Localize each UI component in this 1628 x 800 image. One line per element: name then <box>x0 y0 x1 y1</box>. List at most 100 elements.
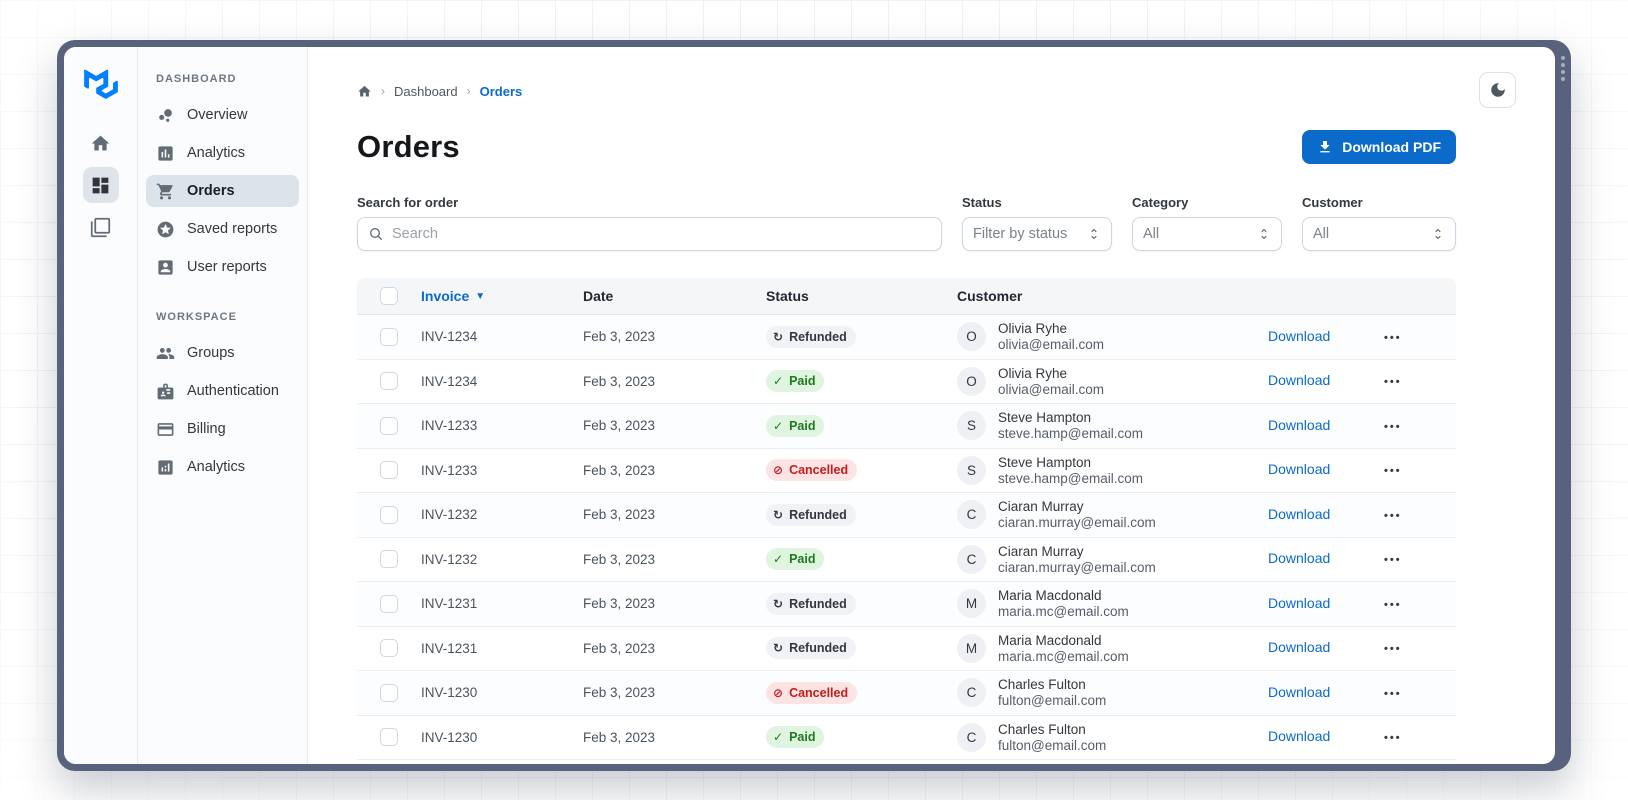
app-window: DASHBOARD Overview Analytics Orders Save… <box>57 40 1571 771</box>
sidebar-item-user-reports[interactable]: User reports <box>146 251 299 283</box>
main-content: › Dashboard › Orders Orders Download PDF <box>308 47 1555 764</box>
rail-home-button[interactable] <box>83 125 119 161</box>
row-more-button[interactable]: ••• <box>1384 687 1402 700</box>
status-icon: ✓ <box>773 730 784 745</box>
row-checkbox[interactable] <box>380 639 398 658</box>
invoice-cell: INV-1231 <box>421 640 478 656</box>
table-row: INV-1231 Feb 3, 2023 ↻ Refunded M Maria … <box>357 626 1456 671</box>
column-header-invoice[interactable]: Invoice ▼ <box>421 288 486 304</box>
column-header-customer: Customer <box>957 288 1023 304</box>
row-checkbox[interactable] <box>380 728 398 747</box>
download-icon <box>1320 141 1330 153</box>
row-checkbox[interactable] <box>380 505 398 524</box>
row-download-link[interactable]: Download <box>1268 594 1331 611</box>
status-icon: ✓ <box>773 374 784 389</box>
customer-email: maria.mc@email.com <box>998 604 1129 620</box>
row-download-link[interactable]: Download <box>1268 639 1331 656</box>
sidebar-item-orders[interactable]: Orders <box>146 175 299 207</box>
customer-cell: C Ciaran Murray ciaran.murray@email.com <box>957 499 1268 530</box>
row-more-button[interactable]: ••• <box>1384 376 1402 389</box>
row-checkbox[interactable] <box>380 683 398 702</box>
customer-cell: M Maria Macdonald maria.mc@email.com <box>957 633 1268 664</box>
color-scheme-toggle-button[interactable] <box>1479 72 1516 108</box>
row-more-button[interactable]: ••• <box>1384 732 1402 745</box>
rail-dashboard-button[interactable] <box>82 167 119 203</box>
customer-cell: C Charles Fulton fulton@email.com <box>957 677 1268 708</box>
avatar: S <box>957 411 986 441</box>
row-download-link[interactable]: Download <box>1268 372 1331 389</box>
row-checkbox[interactable] <box>380 327 398 346</box>
customer-email: steve.hamp@email.com <box>998 470 1144 486</box>
mui-logo-icon <box>83 69 118 99</box>
status-filter-select[interactable]: Filter by status <box>962 217 1112 251</box>
avatar: C <box>957 544 986 574</box>
sidebar-item-label: Billing <box>187 421 226 437</box>
customer-cell: M Maria Macdonald maria.mc@email.com <box>957 588 1268 619</box>
sidebar-item-analytics-workspace[interactable]: Analytics <box>146 451 299 483</box>
row-download-link[interactable]: Download <box>1268 505 1331 522</box>
avatar: O <box>957 366 986 396</box>
search-input[interactable] <box>392 226 931 242</box>
customer-filter-select[interactable]: All <box>1302 217 1456 251</box>
table-row: INV-1234 Feb 3, 2023 ✓ Paid O Olivia Ryh… <box>357 359 1456 404</box>
customer-name: Maria Macdonald <box>998 588 1102 604</box>
filter-bar: Search for order Status Filter by status <box>357 195 1456 251</box>
row-download-link[interactable]: Download <box>1268 683 1331 700</box>
invoice-cell: INV-1232 <box>421 551 478 567</box>
sidebar-item-saved-reports[interactable]: Saved reports <box>146 213 299 245</box>
download-pdf-button[interactable]: Download PDF <box>1302 130 1456 164</box>
unfold-more-icon <box>1261 228 1267 240</box>
row-download-link[interactable]: Download <box>1268 416 1331 433</box>
status-icon: ✓ <box>773 552 784 567</box>
row-more-button[interactable]: ••• <box>1384 465 1402 478</box>
row-checkbox[interactable] <box>380 550 398 569</box>
row-download-link[interactable]: Download <box>1268 550 1331 567</box>
row-download-link[interactable]: Download <box>1268 327 1331 344</box>
date-cell: Feb 3, 2023 <box>583 373 656 389</box>
search-label: Search for order <box>357 195 459 210</box>
sidebar-item-label: Authentication <box>187 383 279 399</box>
breadcrumb-dashboard[interactable]: Dashboard <box>394 83 458 99</box>
invoice-cell: INV-1234 <box>421 373 478 389</box>
breadcrumb-home-icon[interactable] <box>357 84 372 99</box>
row-more-button[interactable]: ••• <box>1384 598 1402 611</box>
sidebar-item-overview[interactable]: Overview <box>146 99 299 131</box>
customer-email: fulton@email.com <box>998 737 1107 753</box>
search-icon <box>370 228 383 241</box>
date-cell: Feb 3, 2023 <box>583 596 656 612</box>
invoice-cell: INV-1230 <box>421 685 478 701</box>
select-all-checkbox[interactable] <box>380 287 398 305</box>
search-box <box>357 217 942 251</box>
row-download-link[interactable]: Download <box>1268 461 1331 478</box>
sidebar-item-analytics[interactable]: Analytics <box>146 137 299 169</box>
row-more-button[interactable]: ••• <box>1384 420 1402 433</box>
row-download-link[interactable]: Download <box>1268 728 1331 745</box>
table-row: INV-1230 Feb 3, 2023 ✓ Paid C Charles Fu… <box>357 715 1456 760</box>
row-more-button[interactable]: ••• <box>1384 509 1402 522</box>
layers-icon <box>90 217 111 237</box>
avatar: O <box>957 322 986 352</box>
rail-layers-button[interactable] <box>83 209 119 245</box>
row-checkbox[interactable] <box>380 461 398 480</box>
column-header-date: Date <box>583 288 614 304</box>
sidebar-item-authentication[interactable]: Authentication <box>146 375 299 407</box>
status-badge: ✓ Paid <box>766 548 825 571</box>
column-header-status: Status <box>766 288 809 304</box>
row-more-button[interactable]: ••• <box>1384 643 1402 656</box>
row-more-button[interactable]: ••• <box>1384 331 1402 344</box>
row-checkbox[interactable] <box>380 372 398 391</box>
sidebar-item-billing[interactable]: Billing <box>146 413 299 445</box>
row-more-button[interactable]: ••• <box>1384 554 1402 567</box>
row-checkbox[interactable] <box>380 416 398 435</box>
customer-cell: O Olivia Ryhe olivia@email.com <box>957 321 1268 352</box>
date-cell: Feb 3, 2023 <box>583 462 656 478</box>
date-cell: Feb 3, 2023 <box>583 640 656 656</box>
sidebar-item-groups[interactable]: Groups <box>146 337 299 369</box>
scrollbar-thumb[interactable] <box>1560 56 1566 81</box>
status-icon: ↻ <box>773 329 784 344</box>
row-checkbox[interactable] <box>380 594 398 613</box>
category-filter-select[interactable]: All <box>1132 217 1282 251</box>
topbar: › Dashboard › Orders <box>357 71 1456 111</box>
status-badge: ⊘ Cancelled <box>766 459 858 482</box>
sidebar-item-label: Groups <box>187 345 235 361</box>
